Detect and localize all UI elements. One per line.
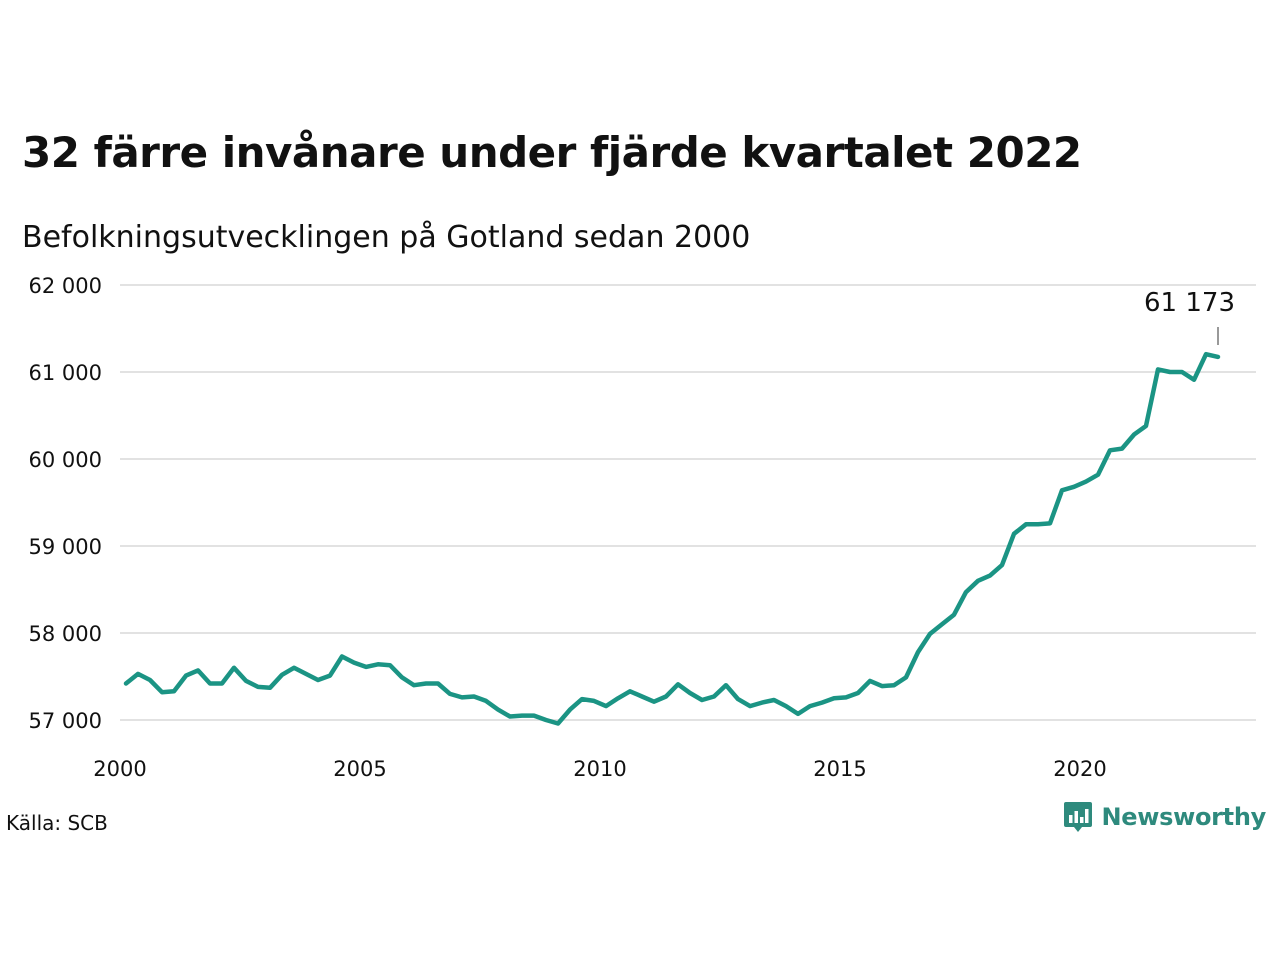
chart-title: 32 färre invånare under fjärde kvartalet… [22, 128, 1082, 177]
x-tick-label: 2005 [333, 757, 386, 781]
series-layer [123, 351, 1221, 726]
brand-name: Newsworthy [1101, 803, 1266, 831]
x-tick-label: 2000 [93, 757, 146, 781]
chart-subtitle: Befolkningsutvecklingen på Gotland sedan… [22, 220, 751, 255]
brand-logo: Newsworthy [1063, 800, 1266, 834]
x-tick-label: 2020 [1053, 757, 1106, 781]
last-value-label: 61 173 [1144, 288, 1235, 318]
y-tick-label: 59 000 [29, 535, 102, 559]
series-line [123, 351, 1221, 726]
y-tick-label: 61 000 [29, 361, 102, 385]
x-tick-label: 2015 [813, 757, 866, 781]
y-tick-label: 60 000 [29, 448, 102, 472]
y-axis-tick-labels: 57 000 58 000 59 000 60 000 61 000 62 000 [29, 274, 102, 733]
last-value-annotation: 61 173 [1144, 288, 1235, 345]
x-axis-tick-labels: 2000 2005 2010 2015 2020 [93, 757, 1106, 781]
x-tick-label: 2010 [573, 757, 626, 781]
y-tick-label: 58 000 [29, 622, 102, 646]
grid-lines [120, 284, 1256, 721]
y-tick-label: 62 000 [29, 274, 102, 298]
source-note: Källa: SCB [6, 811, 108, 835]
newsworthy-logo-icon [1064, 802, 1093, 832]
y-tick-label: 57 000 [29, 709, 102, 733]
